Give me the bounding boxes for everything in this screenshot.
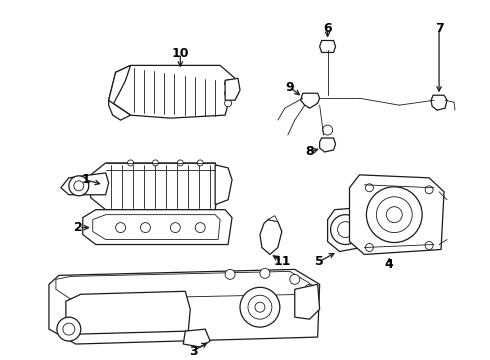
Circle shape	[425, 186, 433, 194]
Circle shape	[367, 187, 422, 243]
Polygon shape	[66, 291, 190, 334]
Text: 7: 7	[435, 22, 443, 35]
Circle shape	[127, 160, 134, 166]
Polygon shape	[61, 173, 109, 195]
Circle shape	[63, 323, 75, 335]
Circle shape	[197, 160, 203, 166]
Polygon shape	[319, 41, 336, 53]
Polygon shape	[260, 220, 282, 255]
Circle shape	[322, 125, 333, 135]
Text: 2: 2	[74, 221, 83, 234]
Text: 5: 5	[315, 255, 324, 268]
Circle shape	[195, 222, 205, 233]
Circle shape	[366, 243, 373, 252]
Circle shape	[248, 295, 272, 319]
Polygon shape	[225, 78, 240, 100]
Circle shape	[225, 269, 235, 279]
Text: 6: 6	[323, 22, 332, 35]
Circle shape	[331, 215, 361, 244]
Polygon shape	[301, 93, 319, 108]
Polygon shape	[268, 216, 278, 222]
Polygon shape	[109, 66, 130, 105]
Circle shape	[141, 222, 150, 233]
Circle shape	[338, 222, 353, 238]
Polygon shape	[295, 284, 319, 319]
Circle shape	[224, 90, 232, 97]
Text: 10: 10	[172, 47, 189, 60]
Circle shape	[177, 160, 183, 166]
Polygon shape	[319, 138, 336, 152]
Polygon shape	[109, 100, 130, 120]
Text: 9: 9	[286, 81, 294, 94]
Circle shape	[224, 100, 232, 107]
Circle shape	[171, 222, 180, 233]
Circle shape	[74, 181, 84, 191]
Text: 8: 8	[305, 145, 314, 158]
Polygon shape	[91, 163, 220, 210]
Circle shape	[240, 287, 280, 327]
Circle shape	[366, 184, 373, 192]
Circle shape	[305, 284, 315, 294]
Polygon shape	[183, 329, 210, 347]
Circle shape	[290, 274, 300, 284]
Circle shape	[224, 80, 232, 87]
Polygon shape	[349, 175, 444, 255]
Circle shape	[376, 197, 412, 233]
Polygon shape	[83, 210, 232, 244]
Circle shape	[260, 269, 270, 278]
Polygon shape	[215, 165, 232, 205]
Circle shape	[386, 207, 402, 222]
Circle shape	[57, 317, 81, 341]
Circle shape	[116, 222, 125, 233]
Circle shape	[69, 176, 89, 196]
Polygon shape	[431, 95, 447, 110]
Text: 3: 3	[189, 345, 197, 357]
Polygon shape	[328, 208, 365, 252]
Text: 1: 1	[81, 173, 90, 186]
Polygon shape	[109, 66, 235, 118]
Text: 11: 11	[273, 255, 291, 268]
Circle shape	[152, 160, 158, 166]
Text: 4: 4	[385, 258, 393, 271]
Polygon shape	[49, 269, 319, 344]
Circle shape	[255, 302, 265, 312]
Circle shape	[425, 242, 433, 249]
